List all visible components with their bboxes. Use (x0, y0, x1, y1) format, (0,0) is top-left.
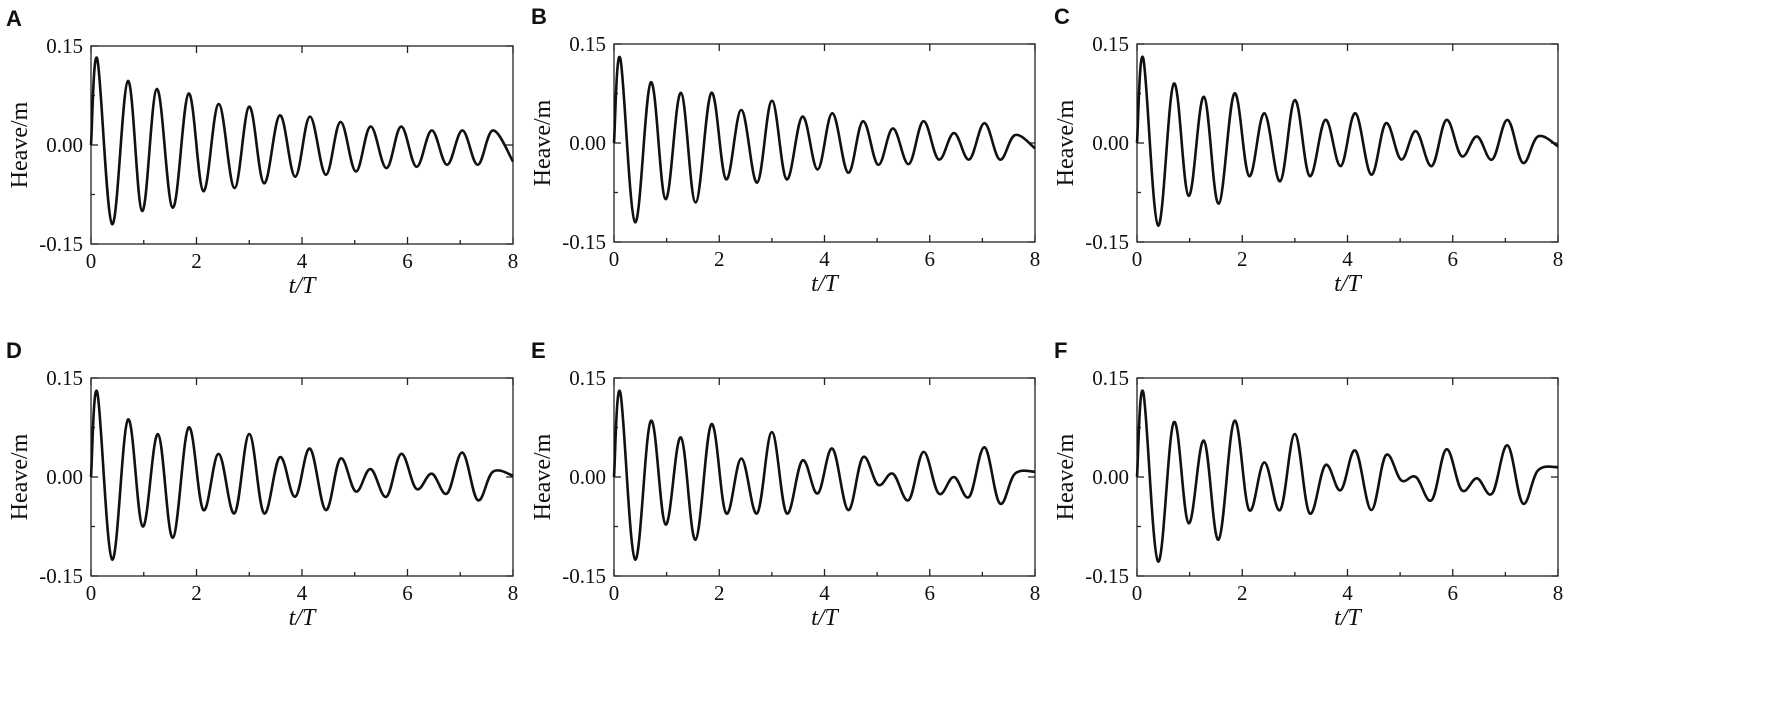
y-axis-label: Heave/m (1053, 433, 1079, 520)
x-tick-label: 2 (191, 581, 202, 605)
x-tick-label: 2 (714, 247, 725, 271)
panel-e: E 0 2 4 6 8 0.15 0.00 -0.15 t/T Heave/m (530, 338, 1040, 631)
x-tick-label: 2 (191, 249, 202, 273)
panel-letter: C (1054, 4, 1070, 29)
x-tick-label: 8 (1030, 247, 1041, 271)
panel-d: D 0 2 4 6 8 0.15 0.00 -0.15 t/T Heave/m (6, 338, 518, 631)
plot-frame (1136, 377, 1559, 577)
x-tick-label: 6 (402, 581, 413, 605)
panel-letter: E (531, 338, 546, 363)
panel-letter: F (1054, 338, 1067, 363)
x-tick-label: 0 (1132, 581, 1143, 605)
panel-b: B 0 2 4 6 8 0.15 0.00 -0.15 t/T Heave/m (530, 4, 1040, 297)
x-tick-label: 0 (609, 247, 620, 271)
x-axis-label: t/T (1334, 271, 1362, 297)
x-axis-label: t/T (289, 605, 317, 631)
panel-letter: D (6, 338, 22, 363)
x-tick-label: 0 (1132, 247, 1143, 271)
heave-series-line (1135, 389, 1559, 563)
y-tick-label: -0.15 (39, 232, 83, 256)
y-tick-label: -0.15 (1085, 564, 1129, 588)
y-tick-label: 0.00 (46, 133, 83, 157)
x-tick-label: 0 (609, 581, 620, 605)
heave-series-line (89, 56, 515, 226)
x-tick-label: 8 (1553, 581, 1564, 605)
y-axis-label: Heave/m (1053, 99, 1079, 186)
x-tick-label: 8 (1030, 581, 1041, 605)
x-tick-label: 6 (1448, 247, 1459, 271)
x-tick-label: 6 (1448, 581, 1459, 605)
y-tick-label: 0.15 (46, 366, 83, 390)
y-tick-label: 0.00 (1092, 465, 1129, 489)
panel-a: A 0 2 4 6 8 0.15 0.00 -0.15 t/T Heave/m (6, 6, 518, 299)
x-tick-label: 6 (925, 581, 936, 605)
y-tick-label: 0.00 (569, 131, 606, 155)
x-tick-label: 4 (819, 247, 830, 271)
x-tick-label: 6 (402, 249, 413, 273)
x-tick-label: 6 (925, 247, 936, 271)
x-tick-label: 0 (86, 249, 97, 273)
x-axis-label: t/T (1334, 605, 1362, 631)
panel-c: C 0 2 4 6 8 0.15 0.00 -0.15 t/T Heave/m (1053, 4, 1563, 297)
y-axis-label: Heave/m (530, 433, 556, 520)
x-tick-label: 0 (86, 581, 97, 605)
y-tick-label: 0.15 (1092, 366, 1129, 390)
x-tick-label: 8 (508, 249, 519, 273)
heave-series-line (612, 389, 1036, 561)
x-tick-label: 4 (1342, 247, 1353, 271)
y-tick-label: 0.15 (46, 34, 83, 58)
x-tick-label: 2 (1237, 581, 1248, 605)
x-tick-label: 2 (1237, 247, 1248, 271)
y-axis-label: Heave/m (7, 433, 33, 520)
heave-series-line (612, 55, 1036, 224)
x-axis-label: t/T (811, 605, 839, 631)
x-axis-label: t/T (811, 271, 839, 297)
x-tick-label: 8 (508, 581, 519, 605)
y-tick-label: 0.00 (569, 465, 606, 489)
heave-series-line (89, 389, 514, 561)
y-axis-label: Heave/m (7, 101, 33, 188)
panel-f: F 0 2 4 6 8 0.15 0.00 -0.15 t/T Heave/m (1053, 338, 1563, 631)
heave-series-line (1135, 55, 1559, 227)
y-tick-label: 0.15 (569, 32, 606, 56)
y-tick-label: -0.15 (562, 564, 606, 588)
x-axis-label: t/T (289, 273, 317, 299)
panel-letter: A (6, 6, 22, 31)
x-tick-label: 2 (714, 581, 725, 605)
x-tick-label: 4 (297, 581, 308, 605)
x-tick-label: 4 (819, 581, 830, 605)
y-tick-label: 0.00 (1092, 131, 1129, 155)
x-tick-label: 8 (1553, 247, 1564, 271)
panel-letter: B (531, 4, 547, 29)
x-tick-label: 4 (297, 249, 308, 273)
y-tick-label: -0.15 (1085, 230, 1129, 254)
y-tick-label: 0.00 (46, 465, 83, 489)
y-tick-label: -0.15 (562, 230, 606, 254)
y-tick-label: -0.15 (39, 564, 83, 588)
y-tick-label: 0.15 (1092, 32, 1129, 56)
x-tick-label: 4 (1342, 581, 1353, 605)
y-axis-label: Heave/m (530, 99, 556, 186)
y-tick-label: 0.15 (569, 366, 606, 390)
